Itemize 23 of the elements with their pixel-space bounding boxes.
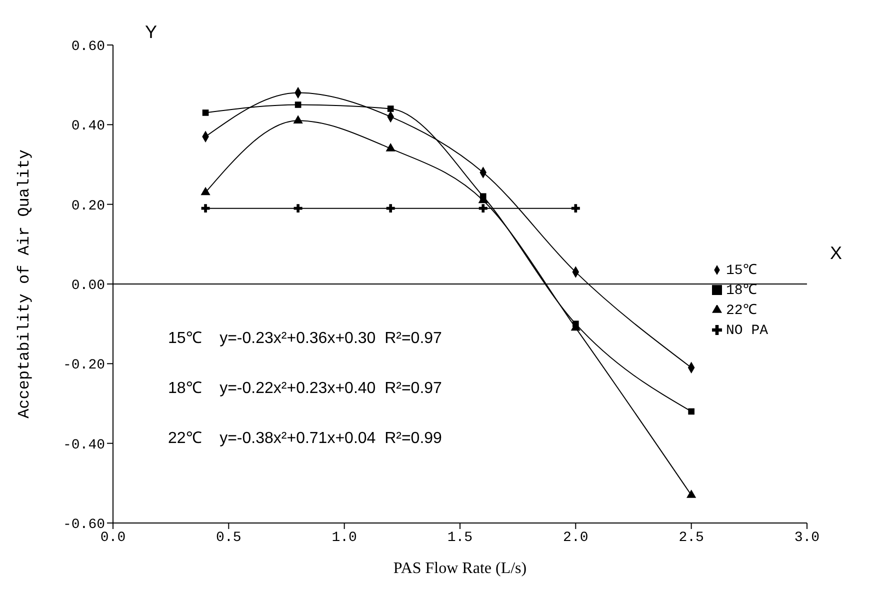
annotation: 22℃ y=-0.38x²+0.71x+0.04 R²=0.99: [168, 429, 442, 448]
legend-label: 22℃: [726, 302, 757, 318]
legend-label: 18℃: [726, 282, 757, 298]
y-tick-label: 0.20: [71, 198, 105, 214]
y-axis-title: Acceptability of Air Quality: [16, 149, 34, 418]
annotation: 18℃ y=-0.22x²+0.23x+0.40 R²=0.97: [168, 379, 442, 398]
y-tick-label: -0.40: [62, 437, 105, 454]
legend-label: NO PA: [726, 322, 768, 338]
y-tick-label: 0.00: [71, 278, 105, 294]
x-tick-label: 2.5: [678, 530, 704, 546]
x-axis-title: PAS Flow Rate (L/s): [393, 560, 527, 577]
legend-label: 15℃: [726, 262, 757, 278]
x-tick-label: 1.0: [332, 530, 357, 546]
y-tick-label: -0.20: [62, 358, 105, 374]
text: Y: [145, 22, 158, 43]
x-tick-label: 2.0: [563, 530, 588, 546]
x-tick-label: 3.0: [794, 530, 820, 546]
text: X: [830, 243, 842, 264]
x-tick-label: 0.5: [216, 530, 242, 546]
annotation: 15℃ y=-0.23x²+0.36x+0.30 R²=0.97: [168, 329, 442, 348]
y-tick-label: 0.40: [71, 118, 105, 135]
x-tick-label: 1.5: [447, 530, 473, 546]
y-tick-label: 0.60: [71, 38, 105, 55]
